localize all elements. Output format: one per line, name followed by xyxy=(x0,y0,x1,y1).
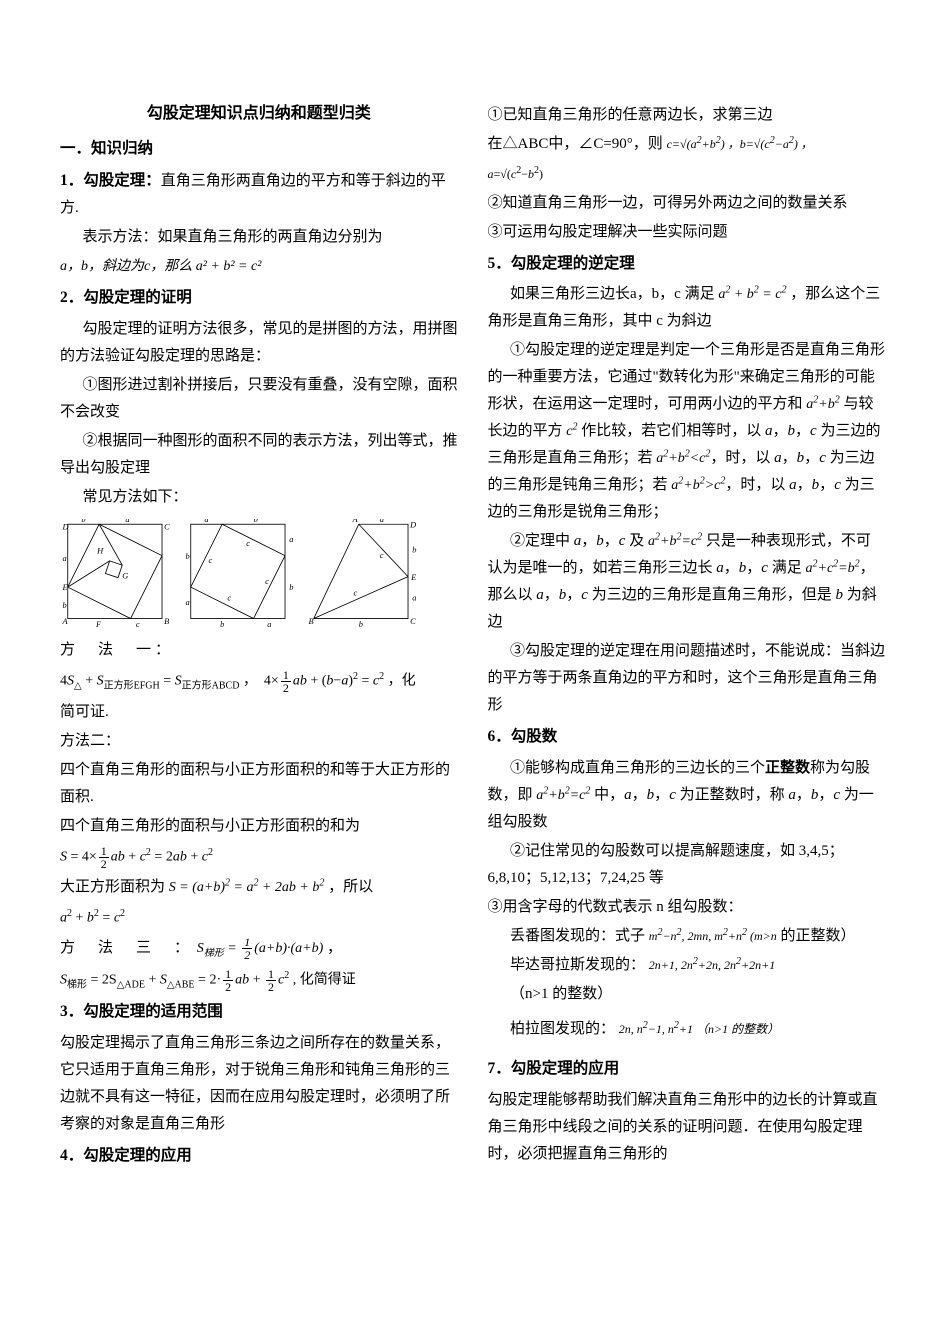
svg-text:a: a xyxy=(289,535,293,544)
s7-head: 7．勾股定理的应用 xyxy=(488,1055,886,1083)
s1: 1．勾股定理：直角三角形两直角边的平方和等于斜边的平方. xyxy=(60,167,458,222)
proof-figures: A B C D E F G H b a c a b a b a b a b a b xyxy=(60,519,458,629)
m2-p2: 四个直角三角形的面积与小正方形面积的和为 xyxy=(60,813,458,840)
svg-text:c: c xyxy=(136,619,140,628)
svg-text:b: b xyxy=(359,619,363,628)
svg-text:D: D xyxy=(409,520,416,529)
s7-p: 勾股定理能够帮助我们解决直角三角形中的边长的计算或直角三角形中线段之间的关系的证… xyxy=(488,1087,886,1168)
m2-f3: a2 + b2 = c2 xyxy=(60,905,458,931)
r-p1b: 在△ABC中，∠C=90°，则 c=√(a2+b2) ，b=√(c2−a2) ， xyxy=(488,131,886,158)
doc-title: 勾股定理知识点归纳和题型归类 xyxy=(60,100,458,129)
svg-text:a: a xyxy=(267,619,271,628)
r-p1b-a: 在△ABC中，∠C=90°，则 xyxy=(488,136,667,152)
s6-p1: ①能够构成直角三角形的三边长的三个正整数称为勾股数，即 a2+b2=c2 中，a… xyxy=(488,755,886,836)
s2-p2: ①图形进过割补拼接后，只要没有重叠，没有空隙，面积不会改变 xyxy=(60,372,458,426)
s2-head: 2．勾股定理的证明 xyxy=(60,284,458,312)
s6-d2b: （n>1 的整数） xyxy=(510,981,885,1008)
r-p2: ②知道直角三角形一边，可得另外两边之间的数量关系 xyxy=(488,190,886,217)
svg-text:c: c xyxy=(227,593,231,602)
svg-text:a: a xyxy=(412,593,416,602)
m3-head: 方 法 三 ： S梯形 = 12(a+b)·(a+b) ， xyxy=(60,935,458,963)
m1-head: 方 法 一： xyxy=(60,637,458,664)
svg-text:a: a xyxy=(63,553,67,562)
svg-text:a: a xyxy=(125,519,129,524)
s5-p2: ①勾股定理的逆定理是判定一个三角形是否是直角三角形的一种重要方法，它通过"数转化… xyxy=(488,337,886,526)
m2-p1: 四个直角三角形的面积与小正方形面积的和等于大正方形的面积. xyxy=(60,757,458,811)
svg-text:E: E xyxy=(62,583,68,592)
svg-text:b: b xyxy=(220,619,224,628)
m2-p3b: ，所以 xyxy=(328,879,373,895)
svg-text:b: b xyxy=(63,601,67,610)
s1-rep-a: 表示方法：如果直角三角形的两直角边分别为 xyxy=(60,224,458,251)
svg-text:b: b xyxy=(412,545,416,554)
right-column: ①已知直角三角形的任意两边长，求第三边 在△ABC中，∠C=90°，则 c=√(… xyxy=(488,100,886,1174)
s1-head: 1．勾股定理： xyxy=(60,172,161,189)
svg-text:A: A xyxy=(352,519,359,524)
s2-methods: 常见方法如下： xyxy=(60,484,458,511)
svg-text:b: b xyxy=(186,551,190,560)
s2-p1: 勾股定理的证明方法很多，常见的是拼图的方法，用拼图的方法验证勾股定理的思路是： xyxy=(60,316,458,370)
s5-p1: 如果三角形三边长a，b，c 满足 a2 + b2 = c2 ，那么这个三角形是直… xyxy=(488,281,886,335)
svg-text:c: c xyxy=(265,577,269,586)
m2-p3: 大正方形面积为 S = (a+b)2 = a2 + 2ab + b2 ，所以 xyxy=(60,874,458,901)
r-p1: ①已知直角三角形的任意两边长，求第三边 xyxy=(488,102,886,129)
s6-head: 6．勾股数 xyxy=(488,723,886,751)
m3-f2: S梯形 = 2S△ADE + S△ABE = 2·12ab + 12c2 , 化… xyxy=(60,967,458,994)
s6-d1-a: 丢番图发现的：式子 xyxy=(510,928,649,944)
m1-formula: 4S△ + S正方形EFGH = S正方形ABCD ， 4×12ab + (b−… xyxy=(60,668,458,695)
s5-p4: ③勾股定理的逆定理在用问题描述时，不能说成：当斜边的平方等于两条直角边的平方和时… xyxy=(488,638,886,719)
r-p1b-f2: a=√(c2−b2) xyxy=(488,162,886,186)
svg-text:c: c xyxy=(246,539,250,548)
svg-text:C: C xyxy=(164,522,170,531)
svg-text:F: F xyxy=(95,619,102,628)
svg-text:G: G xyxy=(122,571,128,580)
s3-p: 勾股定理揭示了直角三角形三条边之间所存在的数量关系，它只适用于直角三角形，对于锐… xyxy=(60,1030,458,1138)
svg-text:c: c xyxy=(380,550,384,559)
svg-text:a: a xyxy=(380,519,384,524)
left-column: 勾股定理知识点归纳和题型归类 一．知识归纳 1．勾股定理：直角三角形两直角边的平… xyxy=(60,100,458,1174)
section-a-heading: 一．知识归纳 xyxy=(60,135,458,163)
m3-head-text: 方 法 三 ： xyxy=(60,940,193,956)
m2-head: 方法二： xyxy=(60,728,458,755)
s5-head: 5．勾股定理的逆定理 xyxy=(488,250,886,278)
s3-head: 3．勾股定理的适用范围 xyxy=(60,998,458,1026)
page: 勾股定理知识点归纳和题型归类 一．知识归纳 1．勾股定理：直角三角形两直角边的平… xyxy=(0,0,945,1234)
s6-d3-a: 柏拉图发现的： xyxy=(510,1021,615,1037)
svg-text:c: c xyxy=(354,588,358,597)
s6-p3: ③用含字母的代数式表示 n 组勾股数： xyxy=(488,894,886,921)
s5-p3: ②定理中 a，b，c 及 a2+b2=c2 只是一种表现形式，不可认为是唯一的，… xyxy=(488,528,886,636)
svg-text:b: b xyxy=(254,519,258,524)
fig2-svg: a b a b a b a b c c c c xyxy=(183,519,298,629)
m2-f1: S = 4×12ab + c2 = 2ab + c2 xyxy=(60,844,458,870)
m2-p3a: 大正方形面积为 xyxy=(60,879,169,895)
r-p3: ③可运用勾股定理解决一些实际问题 xyxy=(488,219,886,246)
svg-text:B: B xyxy=(164,616,169,625)
s6-d1: 丢番图发现的：式子 m2−n2, 2mn, m2+n2 (m>n 的正整数） xyxy=(510,923,885,950)
fig3-svg: A B C D E a a b b c c xyxy=(306,519,421,629)
s6-d2: 毕达哥拉斯发现的： 2n+1, 2n2+2n, 2n2+2n+1 xyxy=(510,952,885,979)
m1-tail: 简可证. xyxy=(60,699,458,726)
svg-text:H: H xyxy=(96,546,104,555)
svg-text:b: b xyxy=(289,583,293,592)
s4-head: 4．勾股定理的应用 xyxy=(60,1142,458,1170)
s6-p2: ②记住常见的勾股数可以提高解题速度，如 3,4,5；6,8,10；5,12,13… xyxy=(488,838,886,892)
svg-text:c: c xyxy=(209,556,213,565)
svg-text:D: D xyxy=(62,522,69,531)
s5-p1a: 如果三角形三边长a，b，c 满足 xyxy=(510,286,718,302)
fig1-svg: A B C D E F G H b a c a b xyxy=(60,519,175,629)
s2-p3: ②根据同一种图形的面积不同的表示方法，列出等式，推导出勾股定理 xyxy=(60,428,458,482)
s6-d2-a: 毕达哥拉斯发现的： xyxy=(510,957,645,973)
svg-text:E: E xyxy=(410,572,416,581)
s1-rep-b: a，b，斜边为c，那么 a² + b² = c² xyxy=(60,253,458,280)
svg-text:a: a xyxy=(204,519,208,524)
svg-text:C: C xyxy=(410,616,416,625)
svg-text:b: b xyxy=(81,519,85,524)
s6-d3: 柏拉图发现的： 2n, n2−1, n2+1 （n>1 的整数） xyxy=(510,1016,885,1043)
svg-text:A: A xyxy=(62,616,69,625)
svg-text:B: B xyxy=(309,616,314,625)
svg-text:a: a xyxy=(186,597,190,606)
s1-formula: a，b，斜边为c，那么 a² + b² = c² xyxy=(60,259,261,274)
